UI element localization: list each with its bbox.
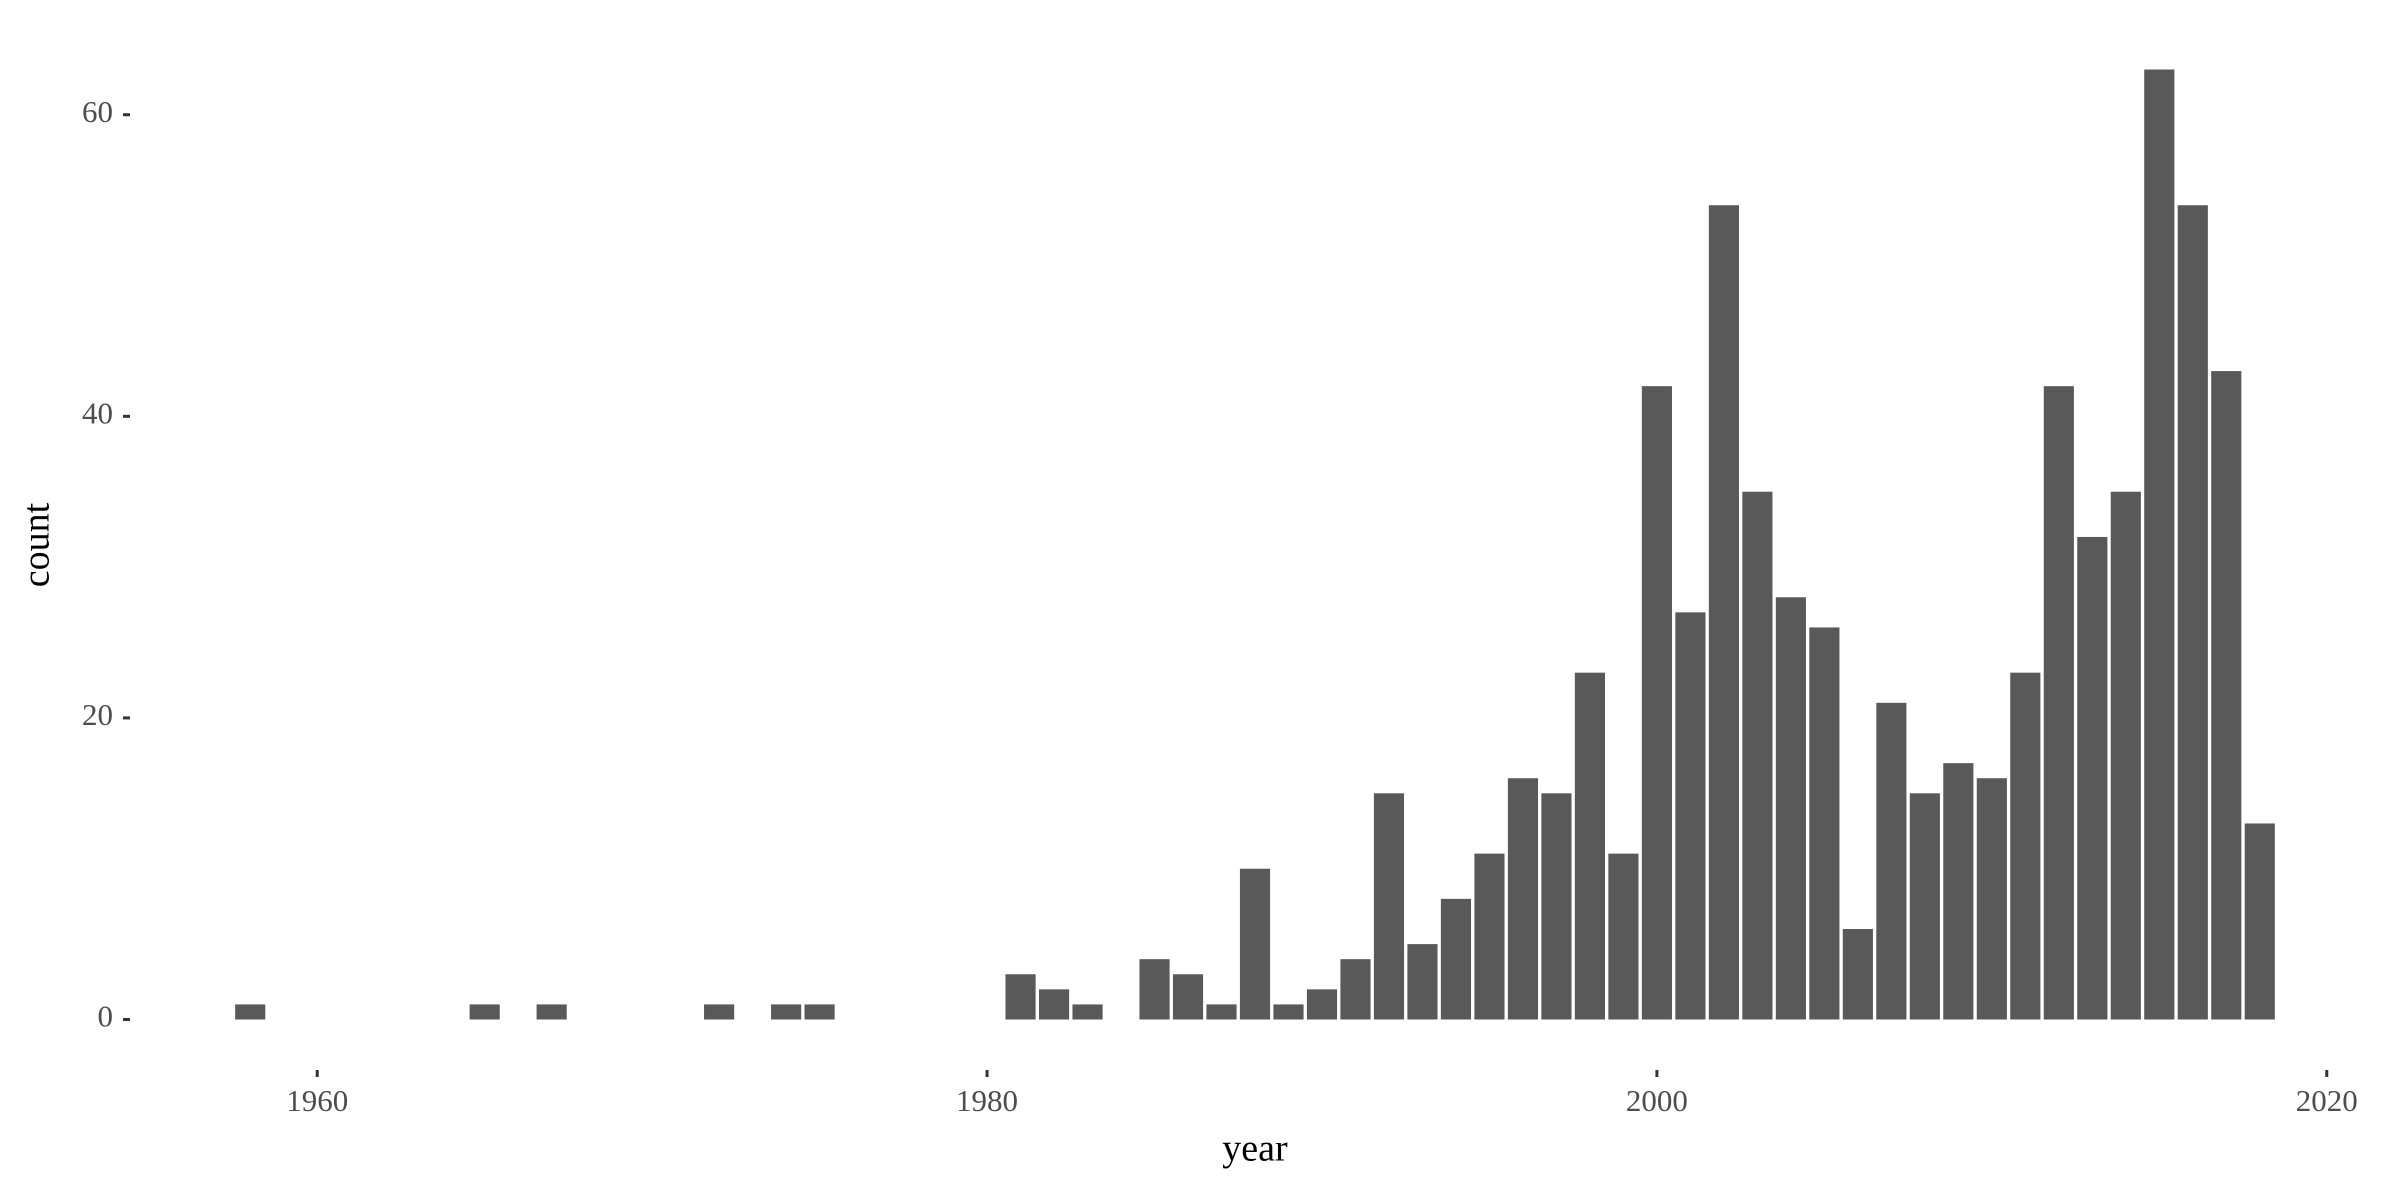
bar [1608, 853, 1639, 1020]
y-tick-label: 60 [82, 94, 113, 129]
bar [2144, 69, 2175, 1020]
bar [1373, 793, 1405, 1020]
bar [2010, 672, 2041, 1020]
bar [2211, 371, 2242, 1020]
y-tick-label: 40 [82, 395, 113, 430]
bar [1005, 974, 1036, 1020]
bar [1239, 868, 1271, 1020]
x-tick-label: 2000 [1626, 1083, 1688, 1118]
bar [2177, 205, 2208, 1020]
bar [1541, 793, 1572, 1020]
bar [2110, 491, 2141, 1020]
y-tick-label: 0 [98, 999, 114, 1034]
x-tick-label: 1960 [286, 1083, 348, 1118]
bar [469, 1004, 500, 1020]
bar [1809, 627, 1840, 1020]
bar [2043, 386, 2074, 1020]
bar [2077, 536, 2108, 1020]
bar [1708, 205, 1739, 1020]
bar [1206, 1004, 1237, 1020]
bar [804, 1004, 835, 1020]
bar [1139, 959, 1170, 1020]
bar [1876, 702, 1907, 1020]
bar [1038, 989, 1070, 1020]
bar [1574, 672, 1605, 1020]
x-tick-label: 2020 [2296, 1083, 2358, 1118]
bar [704, 1004, 735, 1020]
bar [1440, 898, 1472, 1020]
bar [1675, 612, 1706, 1020]
x-tick-label: 1980 [956, 1083, 1018, 1118]
bar [235, 1004, 266, 1020]
y-tick-label: 20 [82, 697, 113, 732]
bar [1172, 974, 1204, 1020]
bar [2244, 823, 2275, 1020]
bar [1306, 989, 1338, 1020]
bar [1474, 853, 1505, 1020]
bar [1842, 929, 1873, 1020]
x-axis-title: year [1222, 1128, 1288, 1170]
bar [1641, 386, 1672, 1020]
bar [536, 1004, 567, 1020]
bar [1909, 793, 1940, 1020]
bar [1943, 763, 1974, 1020]
bar [1976, 778, 2007, 1020]
y-axis-title: count [16, 502, 58, 587]
bar [1742, 491, 1773, 1020]
bar [1775, 597, 1806, 1020]
bar [1507, 778, 1539, 1020]
bar [1407, 944, 1438, 1020]
bar [1072, 1004, 1103, 1020]
bar [1273, 1004, 1304, 1020]
bar [771, 1004, 802, 1020]
bar [1340, 959, 1371, 1020]
